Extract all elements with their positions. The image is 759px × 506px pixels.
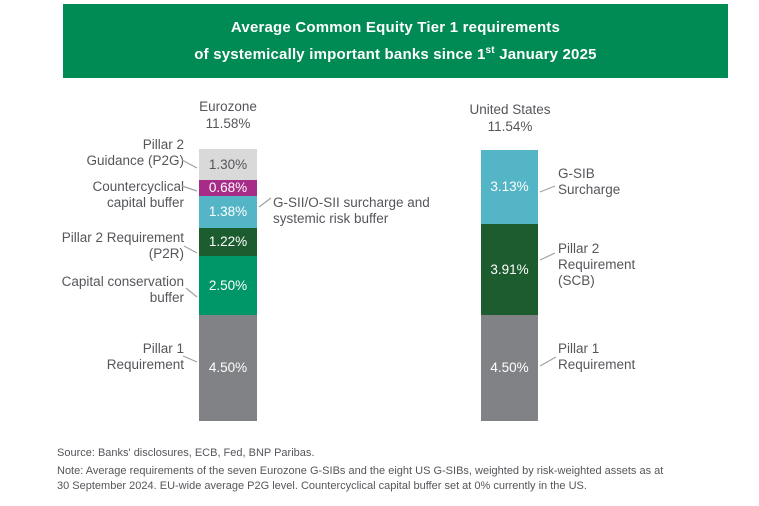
- connector-p2r: [183, 245, 198, 254]
- label-countercyclical-buffer: Countercyclical capital buffer: [34, 179, 184, 211]
- eurozone-column-header: Eurozone 11.58%: [163, 98, 293, 132]
- bar-segment: 0.68%: [199, 179, 257, 196]
- eurozone-label: Eurozone: [199, 99, 257, 114]
- label-pillar2-guidance: Pillar 2 Guidance (P2G): [34, 137, 184, 169]
- us-total: 11.54%: [487, 119, 533, 134]
- label-pillar2-requirement-p2r: Pillar 2 Requirement (P2R): [34, 230, 184, 262]
- label-line: (SCB): [558, 273, 595, 288]
- label-line: Requirement: [106, 357, 184, 372]
- bar-segment: 3.91%: [481, 223, 538, 316]
- label-line: G-SII/O-SII surcharge and: [273, 195, 430, 210]
- connector-pillar1-us: [539, 356, 557, 367]
- label-line: Guidance (P2G): [86, 153, 184, 168]
- title-line2-superscript: st: [485, 44, 495, 56]
- connector-scb: [539, 252, 556, 261]
- label-line: systemic risk buffer: [273, 211, 389, 226]
- connector-ccb: [185, 287, 198, 298]
- bar-segment: 3.13%: [481, 150, 538, 224]
- title-banner: Average Common Equity Tier 1 requirement…: [63, 4, 728, 78]
- connector-gsib: [539, 185, 556, 193]
- label-line: (P2R): [148, 246, 184, 261]
- eurozone-total: 11.58%: [205, 116, 251, 131]
- label-line: G-SIB: [558, 166, 595, 181]
- bar-segment: 4.50%: [199, 315, 257, 421]
- label-line: Countercyclical: [92, 179, 184, 194]
- label-pillar2-requirement-scb: Pillar 2 Requirement (SCB): [558, 241, 635, 289]
- bar-segment: 1.38%: [199, 195, 257, 228]
- connector-ccyb: [181, 185, 198, 192]
- us-label: United States: [469, 102, 551, 117]
- connector-gsii: [258, 197, 272, 208]
- label-line: Surcharge: [558, 182, 621, 197]
- title-line2-text: of systemically important banks since 1: [194, 45, 486, 63]
- label-line: buffer: [149, 290, 184, 305]
- label-line: Pillar 2: [142, 137, 184, 152]
- connector-pillar1-ez: [182, 355, 198, 363]
- label-line: capital buffer: [106, 195, 184, 210]
- chart-title-line1: Average Common Equity Tier 1 requirement…: [230, 18, 561, 36]
- note-line2: 30 September 2024. EU-wide average P2G l…: [57, 480, 587, 492]
- bar-segment: 2.50%: [199, 256, 257, 316]
- label-gsii-osii-surcharge: G-SII/O-SII surcharge and systemic risk …: [273, 195, 430, 227]
- label-line: Requirement: [558, 357, 636, 372]
- connector-p2g: [181, 159, 198, 169]
- label-pillar1-requirement-us: Pillar 1 Requirement: [558, 341, 635, 373]
- note-line1: Note: Average requirements of the seven …: [57, 465, 664, 477]
- label-gsib-surcharge: G-SIB Surcharge: [558, 166, 620, 198]
- source-text: Source: Banks' disclosures, ECB, Fed, BN…: [57, 447, 315, 459]
- note-text: Note: Average requirements of the seven …: [57, 464, 663, 494]
- us-column-header: United States 11.54%: [445, 101, 575, 135]
- label-line: Requirement: [558, 257, 636, 272]
- us-stacked-bar: 3.13% 3.91% 4.50%: [481, 150, 538, 421]
- title-line2-text-after: January 2025: [494, 45, 597, 63]
- chart-title-line2: of systemically important banks since 1s…: [194, 41, 596, 65]
- label-line: Pillar 1: [558, 341, 600, 356]
- bar-segment: 1.30%: [199, 149, 257, 180]
- label-line: Pillar 2 Requirement: [61, 230, 184, 245]
- eurozone-stacked-bar: 1.30% 0.68% 1.38% 1.22% 2.50% 4.50%: [199, 149, 257, 421]
- label-pillar1-requirement-eurozone: Pillar 1 Requirement: [34, 341, 184, 373]
- bar-segment: 4.50%: [481, 315, 538, 421]
- bar-segment: 1.22%: [199, 227, 257, 257]
- label-line: Pillar 2: [558, 241, 600, 256]
- label-capital-conservation-buffer: Capital conservation buffer: [34, 274, 184, 306]
- label-line: Capital conservation: [61, 274, 184, 289]
- label-line: Pillar 1: [142, 341, 184, 356]
